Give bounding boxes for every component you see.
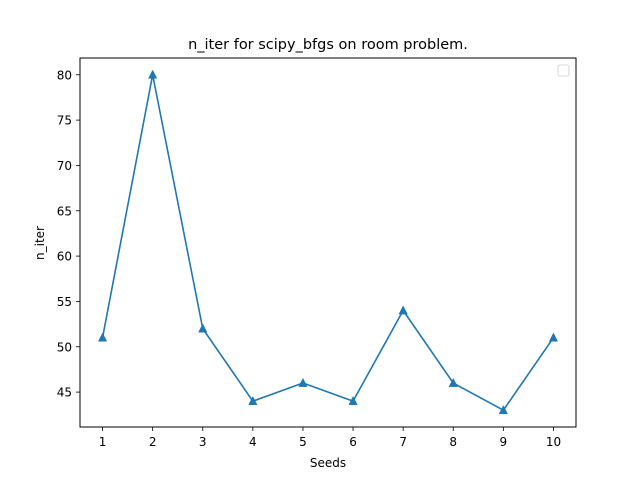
x-tick-label: 5: [299, 435, 307, 449]
data-point-marker: [498, 405, 508, 415]
y-tick-label: 70: [57, 159, 72, 173]
y-axis: 45 50 55 60 65 70 75 80: [57, 68, 80, 400]
x-tick-label: 4: [249, 435, 257, 449]
plot-frame: [79, 57, 577, 428]
legend-box: [557, 64, 570, 77]
series-line: [101, 73, 555, 412]
data-point-marker: [448, 377, 458, 387]
series-layer: [97, 69, 559, 415]
y-tick-label: 80: [57, 68, 72, 82]
data-point-marker: [198, 323, 208, 333]
data-point-marker: [548, 332, 559, 342]
y-axis-label: n_iter: [33, 226, 47, 260]
chart-title: n_iter for scipy_bfgs on room problem.: [188, 37, 468, 53]
data-point-marker: [97, 332, 108, 342]
x-tick-label: 6: [349, 435, 357, 449]
y-tick-label: 65: [57, 204, 72, 218]
y-tick-label: 50: [57, 340, 72, 354]
data-point-marker: [348, 396, 358, 406]
x-axis-label: Seeds: [310, 456, 346, 470]
x-tick-label: 9: [500, 435, 508, 449]
x-axis: 1 2 3 4 5 6 7 8 9 10: [99, 427, 561, 449]
x-tick-label: 7: [399, 435, 407, 449]
x-tick-label: 2: [149, 435, 157, 449]
x-tick-label: 10: [546, 435, 561, 449]
data-point-marker: [398, 305, 408, 315]
data-point-marker: [148, 69, 158, 79]
y-tick-label: 75: [57, 114, 72, 128]
x-tick-label: 8: [449, 435, 457, 449]
y-tick-label: 45: [57, 386, 72, 400]
data-point-marker: [298, 377, 308, 387]
y-tick-label: 55: [57, 295, 72, 309]
x-tick-label: 1: [99, 435, 107, 449]
data-point-marker: [248, 396, 258, 406]
x-tick-label: 3: [199, 435, 207, 449]
y-tick-label: 60: [57, 250, 72, 264]
